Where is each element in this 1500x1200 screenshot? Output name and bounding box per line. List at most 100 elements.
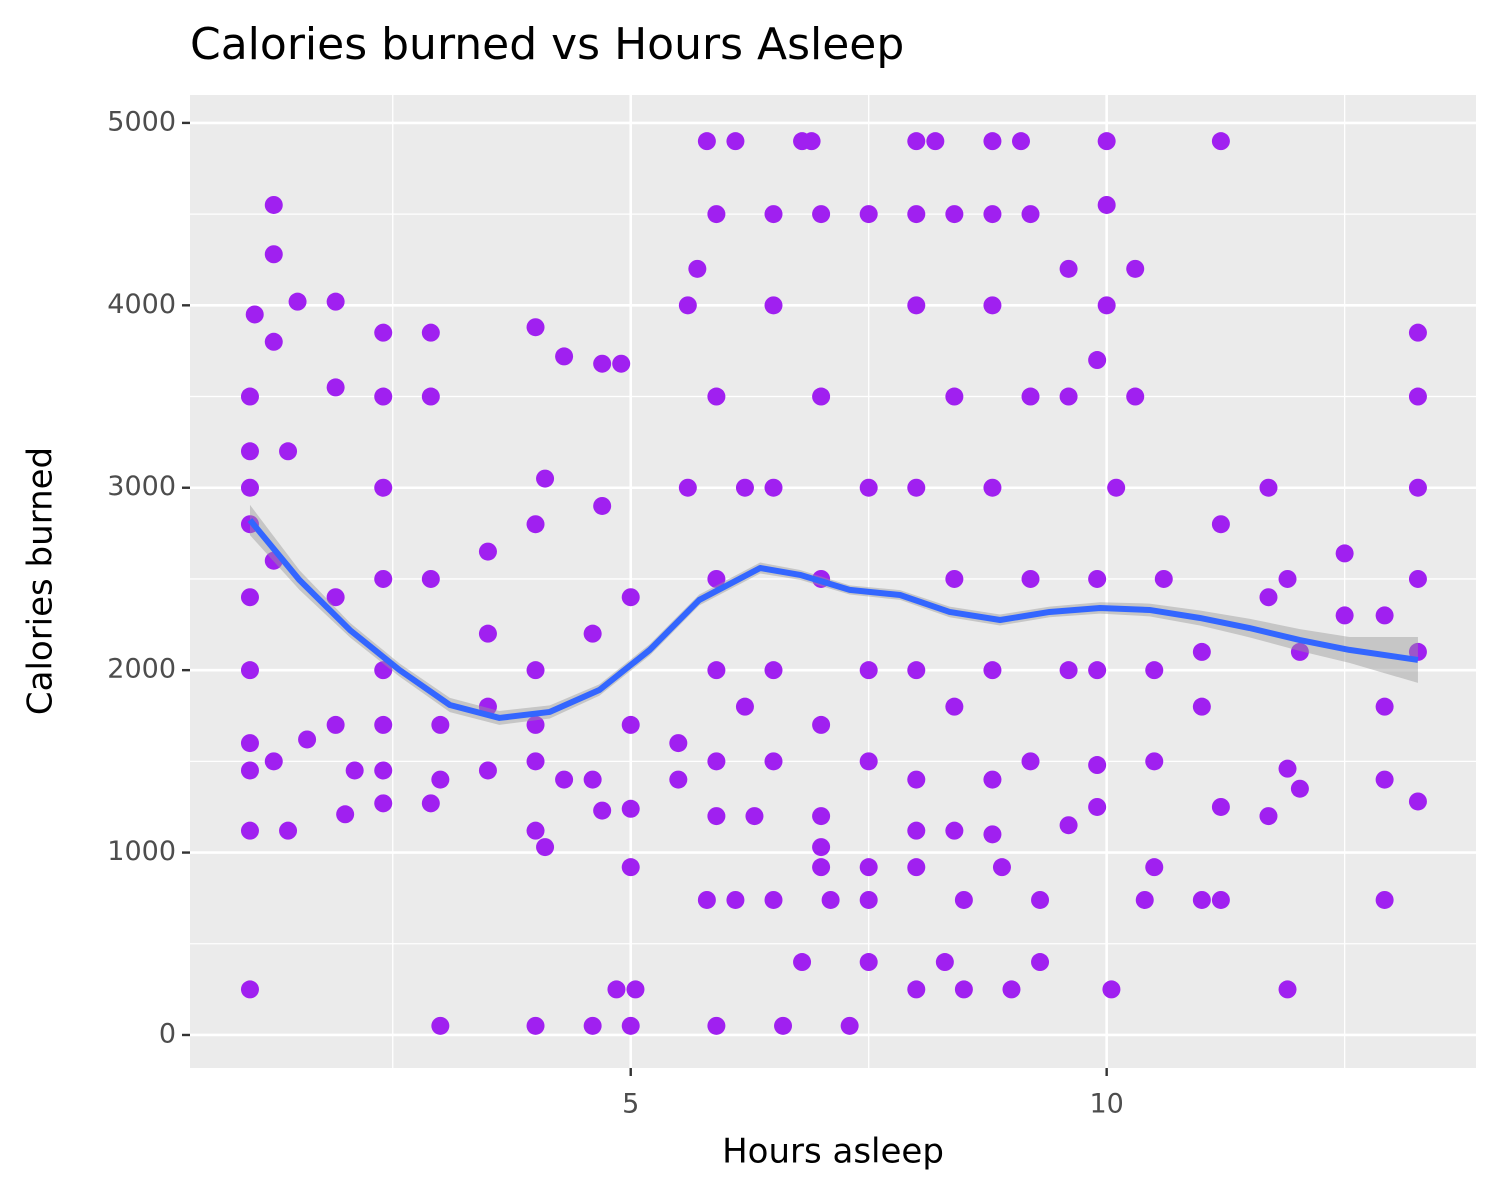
point — [264, 195, 283, 214]
point — [764, 296, 783, 315]
point — [555, 347, 574, 366]
smooth-line — [247, 518, 1419, 721]
point — [1021, 205, 1040, 224]
point — [1059, 816, 1078, 835]
point — [1335, 544, 1354, 563]
point — [264, 752, 283, 771]
point — [707, 1016, 726, 1035]
point — [1211, 890, 1230, 909]
point — [1002, 980, 1021, 999]
point — [735, 697, 754, 716]
point — [612, 354, 631, 373]
point — [774, 1016, 793, 1035]
point — [907, 296, 926, 315]
point — [288, 292, 307, 311]
point — [1290, 642, 1309, 661]
point — [593, 496, 612, 515]
marks — [240, 132, 1427, 1035]
point — [1145, 661, 1164, 680]
chart-title: Calories burned vs Hours Asleep — [190, 19, 904, 70]
point — [821, 890, 840, 909]
point — [240, 387, 259, 406]
point — [945, 387, 964, 406]
point — [431, 770, 450, 789]
point — [678, 478, 697, 497]
point — [983, 132, 1002, 151]
point — [859, 858, 878, 877]
point — [945, 821, 964, 840]
point — [1192, 890, 1211, 909]
point — [240, 980, 259, 999]
point — [264, 245, 283, 264]
point — [1408, 792, 1427, 811]
point — [621, 858, 640, 877]
point — [945, 569, 964, 588]
point — [954, 890, 973, 909]
point — [1097, 296, 1116, 315]
point — [907, 770, 926, 789]
point — [697, 132, 716, 151]
point — [240, 478, 259, 497]
point — [478, 624, 497, 643]
point — [1375, 606, 1394, 625]
point — [707, 807, 726, 826]
point — [1031, 890, 1050, 909]
point — [1097, 132, 1116, 151]
point — [1211, 797, 1230, 816]
point — [907, 858, 926, 877]
point — [1375, 770, 1394, 789]
point — [421, 794, 440, 813]
y-axis-label: Calories burned — [21, 447, 61, 715]
point — [626, 980, 645, 999]
point — [583, 770, 602, 789]
point — [240, 821, 259, 840]
y-tick-label: 3000 — [107, 471, 176, 502]
point — [421, 569, 440, 588]
point — [264, 332, 283, 351]
point — [1059, 259, 1078, 278]
point — [536, 838, 555, 857]
point — [431, 1016, 450, 1035]
point — [707, 661, 726, 680]
point — [1408, 478, 1427, 497]
point — [1154, 569, 1173, 588]
point — [992, 858, 1011, 877]
point — [326, 588, 345, 607]
point — [793, 953, 812, 972]
point — [526, 821, 545, 840]
point — [983, 205, 1002, 224]
point — [1335, 606, 1354, 625]
point — [431, 715, 450, 734]
point — [279, 442, 298, 461]
point — [764, 661, 783, 680]
point — [1088, 756, 1107, 775]
point — [1059, 661, 1078, 680]
point — [526, 318, 545, 337]
point — [583, 1016, 602, 1035]
point — [336, 805, 355, 824]
point — [1097, 195, 1116, 214]
point — [1192, 697, 1211, 716]
point — [374, 323, 393, 342]
point — [374, 761, 393, 780]
y-tick-label: 5000 — [107, 106, 176, 137]
y-tick-label: 1000 — [107, 836, 176, 867]
point — [954, 980, 973, 999]
point — [526, 515, 545, 534]
point — [1021, 387, 1040, 406]
point — [593, 354, 612, 373]
point — [240, 588, 259, 607]
point — [707, 752, 726, 771]
point — [726, 890, 745, 909]
point — [583, 624, 602, 643]
point — [593, 801, 612, 820]
point — [812, 387, 831, 406]
point — [1088, 797, 1107, 816]
point — [1408, 569, 1427, 588]
point — [1408, 323, 1427, 342]
point — [526, 715, 545, 734]
point — [240, 734, 259, 753]
grid — [190, 95, 1476, 1068]
point — [345, 761, 364, 780]
point — [478, 761, 497, 780]
